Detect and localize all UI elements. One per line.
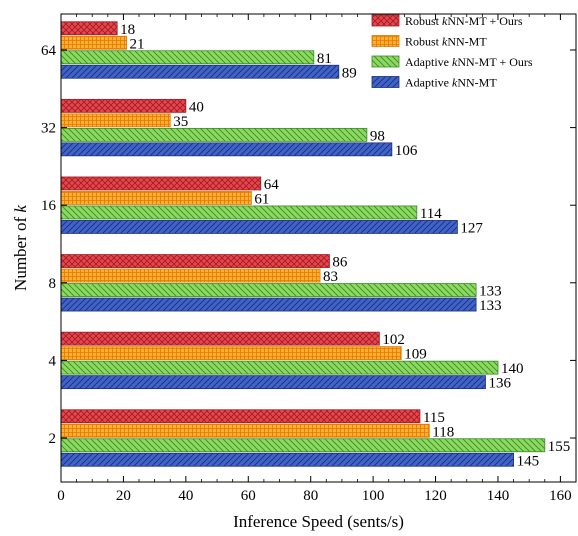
x-tick-label-40: 40 [178,488,193,504]
legend: Robust kNN-MT + Ours Robust kNN-MT Adaptiv… [371,14,533,90]
x-tick-label-100: 100 [362,488,385,504]
data-label-64-series-0: 18 [120,22,135,38]
legend-swatch-1 [371,35,400,47]
data-label-32-series-0: 40 [189,99,204,115]
data-label-4-series-0: 102 [382,332,405,348]
data-label-16-series-2: 114 [420,206,442,222]
data-label-2-series-0: 115 [423,410,445,426]
bar-4-series-1 [60,346,402,361]
data-label-8-series-2: 133 [479,284,502,300]
y-tick-label-4: 4 [49,353,57,369]
bar-32-series-0 [60,98,187,113]
x-tick-label-60: 60 [241,488,256,504]
x-tick-label-20: 20 [116,488,131,504]
y-axis-label-variable: k [11,205,30,213]
x-tick-label-80: 80 [303,488,318,504]
data-label-2-series-2: 155 [548,439,571,455]
bar-2-series-2 [60,438,546,453]
bar-2-series-3 [60,452,514,467]
legend-swatch-0 [371,14,400,27]
bar-4-series-3 [60,375,486,390]
data-label-16-series-3: 127 [460,220,483,236]
bar-4-series-2 [60,360,499,375]
data-label-32-series-3: 106 [395,143,418,159]
y-tick-label-16: 16 [41,198,57,214]
bar-16-series-0 [60,176,262,191]
bar-8-series-3 [60,297,477,312]
bar-16-series-1 [60,191,252,205]
legend-label-0: Robust kNN-MT + Ours [405,14,523,28]
bar-32-series-2 [60,127,368,142]
x-tick-label-0: 0 [57,488,65,504]
data-label-8-series-3: 133 [479,298,502,314]
y-tick-label-8: 8 [49,276,57,292]
data-label-32-series-2: 98 [370,128,385,144]
y-axis-label-prefix: Number of [11,213,30,291]
x-axis-label: Inference Speed (sents/s) [233,512,404,531]
y-axis-label: Number of k [11,205,30,291]
y-tick-label-32: 32 [41,121,56,137]
x-tick-label-120: 120 [424,488,447,504]
bar-16-series-3 [60,220,458,234]
bar-32-series-1 [60,113,171,128]
legend-swatch-2 [371,55,400,68]
bar-32-series-3 [60,142,393,157]
data-label-64-series-2: 81 [317,51,332,67]
data-label-8-series-0: 86 [332,255,348,271]
bar-16-series-2 [60,205,418,220]
data-label-64-series-1: 21 [130,36,145,52]
data-label-4-series-2: 140 [501,361,524,377]
bar-64-series-1 [60,35,127,50]
bar-4-series-0 [60,331,380,346]
data-label-4-series-1: 109 [404,347,427,363]
data-label-16-series-1: 61 [254,191,269,207]
bar-8-series-2 [60,283,477,297]
data-label-4-series-3: 136 [488,376,511,392]
data-label-2-series-1: 118 [432,424,454,440]
y-tick-label-2: 2 [49,431,57,447]
plot-frame [60,13,577,483]
x-axis-ticks: 0 20 40 60 80 100 120 140 160 [57,14,572,504]
bar-2-series-0 [60,409,421,424]
bar-64-series-3 [60,64,340,79]
y-axis-ticks: 2 4 8 16 32 64 [41,43,576,447]
data-label-16-series-0: 64 [264,177,280,193]
bar-8-series-1 [60,268,321,283]
x-tick-label-160: 160 [549,488,572,504]
y-tick-label-64: 64 [41,43,57,59]
data-label-32-series-1: 35 [173,114,188,130]
bar-64-series-0 [60,21,118,36]
legend-swatch-3 [371,76,400,88]
bar-64-series-2 [60,50,315,65]
bar-8-series-0 [60,254,330,268]
bar-2-series-1 [60,423,430,438]
data-label-2-series-3: 145 [517,453,540,469]
legend-label-2: Adaptive kNN-MT + Ours [405,55,533,69]
x-tick-label-140: 140 [487,488,510,504]
legend-label-3: Adaptive kNN-MT [405,76,497,90]
data-label-64-series-3: 89 [342,65,357,81]
legend-label-1: Robust kNN-MT [405,35,487,49]
data-label-8-series-1: 83 [323,269,338,285]
